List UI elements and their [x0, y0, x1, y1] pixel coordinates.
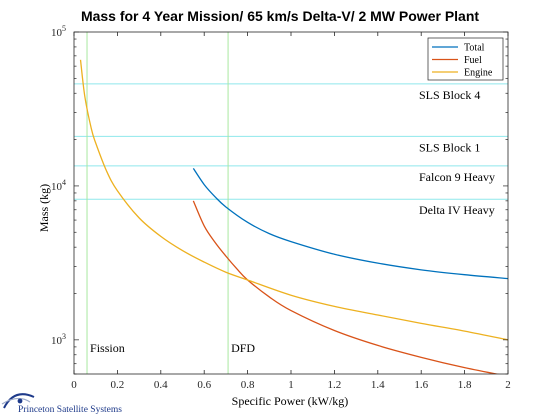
x-tick-label: 1.2 — [328, 379, 342, 391]
y-tick-label: 105 — [51, 24, 66, 39]
legend-label-engine: Engine — [464, 68, 493, 79]
plot-area: SLS Block 4 SLS Block 1 Falcon 9 Heavy Delt… — [51, 24, 511, 391]
reference-label-sls-block-1: SLS Block 1 — [419, 140, 480, 154]
orbit-logo-icon — [1, 393, 35, 409]
legend-label-total: Total — [464, 43, 485, 54]
x-axis-label: Specific Power (kW/kg) — [232, 394, 349, 408]
series-line-fuel — [192, 200, 500, 374]
reference-label-fission: Fission — [90, 341, 125, 355]
x-tick-label: 1 — [288, 379, 294, 391]
y-axis-label: Mass (kg) — [37, 184, 51, 232]
x-tick-label: 0 — [71, 379, 77, 391]
x-tick-label: 0.6 — [197, 379, 211, 391]
chart-title: Mass for 4 Year Mission/ 65 km/s Delta-V… — [81, 8, 479, 24]
x-tick-label: 2 — [505, 379, 511, 391]
x-tick-label: 1.4 — [371, 379, 385, 391]
x-tick-label: 1.8 — [458, 379, 472, 391]
y-tick-label: 104 — [51, 178, 66, 193]
x-tick-label: 0.4 — [154, 379, 168, 391]
x-tick-label: 0.2 — [111, 379, 125, 391]
legend-label-fuel: Fuel — [464, 55, 482, 66]
reference-label-sls-block-4: SLS Block 4 — [419, 88, 480, 102]
plot-background — [74, 32, 508, 374]
logo-text: Princeton Satellite Systems — [18, 405, 122, 415]
series-line-engine — [79, 59, 508, 341]
company-logo: Princeton Satellite Systems — [1, 393, 122, 415]
series-line-total — [192, 168, 508, 280]
reference-label-falcon-9-heavy: Falcon 9 Heavy — [419, 170, 495, 184]
reference-label-delta-iv-heavy: Delta IV Heavy — [419, 203, 495, 217]
x-tick-label: 0.8 — [241, 379, 255, 391]
reference-label-dfd: DFD — [231, 341, 255, 355]
x-tick-label: 1.6 — [414, 379, 428, 391]
y-tick-label: 103 — [51, 332, 66, 347]
